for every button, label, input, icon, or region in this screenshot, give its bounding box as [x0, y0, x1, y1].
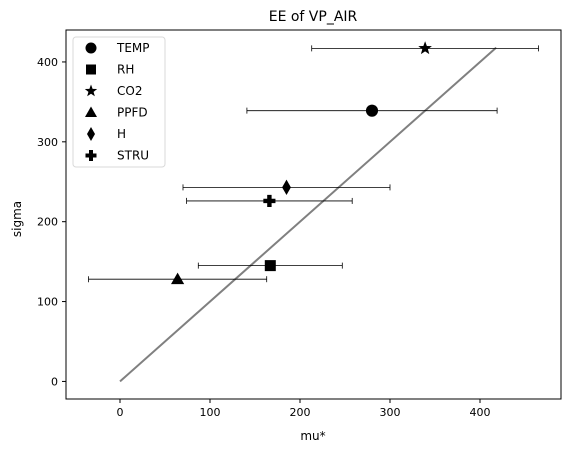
- legend-marker-stru: [85, 150, 97, 161]
- y-tick-label: 400: [37, 56, 58, 69]
- legend-box: [72, 36, 166, 168]
- reference-line: [119, 46, 497, 383]
- legend-marker-h: [87, 127, 95, 141]
- x-tick-label: 200: [290, 406, 311, 419]
- legend-marker-co2: [84, 84, 98, 97]
- x-tick-label: 0: [117, 406, 124, 419]
- plot-frame: [65, 29, 562, 400]
- x-tick-label: 400: [470, 406, 491, 419]
- point-ppfd: [171, 272, 185, 285]
- y-axis-label: sigma: [10, 201, 24, 237]
- legend-label-rh: RH: [117, 63, 134, 77]
- y-tick-label: 200: [37, 216, 58, 229]
- legend-label-h: H: [117, 127, 126, 141]
- chart-title: EE of VP_AIR: [269, 9, 358, 25]
- legend-marker-ppfd: [85, 106, 97, 117]
- y-tick-label: 300: [37, 136, 58, 149]
- x-tick-label: 100: [200, 406, 221, 419]
- legend-label-stru: STRU: [117, 149, 149, 163]
- legend-label-temp: TEMP: [116, 41, 150, 55]
- point-co2: [418, 41, 432, 55]
- y-tick-label: 0: [51, 375, 58, 388]
- legend-label-ppfd: PPFD: [117, 106, 148, 120]
- x-tick-label: 300: [380, 406, 401, 419]
- point-stru: [263, 194, 276, 207]
- point-h: [282, 179, 291, 196]
- x-axis-label: mu*: [300, 429, 325, 443]
- point-rh: [264, 260, 276, 272]
- y-tick-label: 100: [37, 296, 58, 309]
- legend-label-co2: CO2: [117, 84, 142, 98]
- legend-marker-temp: [85, 42, 97, 54]
- point-temp: [365, 104, 379, 117]
- legend-marker-rh: [86, 64, 96, 75]
